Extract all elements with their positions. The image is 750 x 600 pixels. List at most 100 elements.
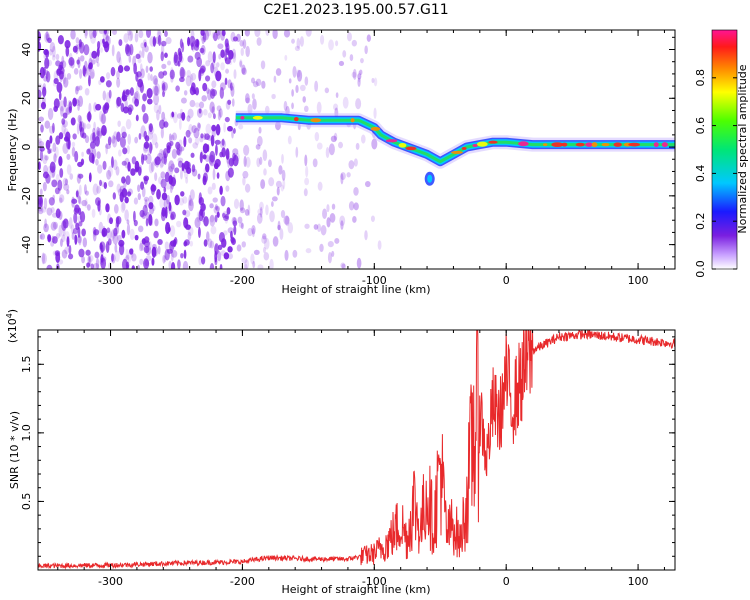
spectrogram-noise-blob (143, 141, 150, 149)
spectrogram-noise-blob (361, 134, 366, 144)
spectrogram-noise-blob (255, 78, 262, 87)
spectrogram-noise-blob (42, 86, 47, 97)
spectrogram-noise-blob (102, 90, 107, 101)
spectrogram-noise-blob (316, 142, 323, 150)
spectrogram-noise-blob (199, 151, 203, 164)
spectrogram-noise-blob (177, 160, 183, 168)
spectrogram-noise-blob (117, 65, 124, 73)
spectrogram-noise-blob (71, 198, 78, 204)
spectrogram-noise-blob (225, 100, 231, 110)
spectrogram-noise-blob (47, 108, 54, 120)
spectrogram-noise-blob (211, 89, 217, 97)
spectrogram-noise-blob (232, 127, 236, 134)
spectrogram-noise-blob (142, 113, 149, 124)
spectrogram-noise-blob (263, 252, 270, 261)
spectrogram-noise-blob (44, 155, 49, 161)
spectrogram-noise-blob (305, 165, 309, 178)
spectrogram-noise-blob (121, 258, 128, 269)
spectrogram-noise-blob (124, 209, 129, 222)
spectrogram-noise-blob (198, 197, 205, 206)
spectrogram-noise-blob (234, 152, 240, 162)
spectrogram-noise-blob (49, 161, 56, 173)
spectrogram-noise-blob (115, 221, 118, 230)
spectrogram-noise-blob (88, 172, 92, 183)
spectrogram-noise-blob (96, 127, 103, 140)
spectrogram-noise-blob (42, 154, 48, 165)
spectrogram-noise-blob (198, 256, 202, 266)
spectrogram-noise-blob (68, 57, 75, 66)
spectrogram-noise-blob (189, 73, 194, 84)
spectrogram-noise-blob (112, 232, 119, 245)
spectrogram-noise-blob (153, 103, 160, 114)
spectrogram-noise-blob (284, 54, 288, 61)
spectrogram-noise-blob (64, 218, 69, 224)
spectrogram-noise-blob (182, 196, 188, 204)
spectrogram-noise-blob (168, 204, 173, 215)
spectrogram-noise-blob (104, 102, 110, 111)
spectrogram-noise-blob (62, 112, 68, 119)
spectrogram-noise-blob (158, 104, 162, 115)
spectrogram-noise-blob (107, 165, 113, 177)
spectrogram-noise-blob (110, 253, 116, 264)
spectrogram-noise-blob (142, 154, 148, 161)
spectrogram-noise-blob (215, 123, 221, 136)
spectrogram-noise-blob (139, 82, 144, 94)
spectrogram-noise-blob (105, 72, 111, 80)
spectrogram-x-tick-label: -100 (362, 274, 387, 287)
spectrogram-noise-blob (148, 202, 154, 210)
spectrogram-noise-blob (76, 234, 82, 244)
spectrogram-noise-blob (116, 131, 121, 142)
spectrogram-noise-blob (148, 141, 153, 154)
spectrogram-noise-blob (89, 51, 93, 61)
spectrogram-noise-blob (326, 204, 330, 213)
colorbar-scale (711, 29, 738, 270)
spectrogram-noise-blob (40, 206, 47, 213)
spectrogram-noise-blob (95, 158, 99, 166)
spectrogram-noise-blob (83, 44, 90, 56)
spectrogram-noise-blob (92, 127, 96, 137)
spectrogram-noise-blob (202, 82, 208, 92)
spectrogram-noise-blob (92, 135, 96, 142)
spectrogram-noise-blob (262, 149, 268, 162)
spectrogram-noise-blob (241, 64, 246, 75)
spectrogram-noise-blob (55, 60, 61, 67)
spectrogram-noise-blob (57, 179, 63, 191)
spectrogram-noise-blob (135, 114, 139, 122)
spectrogram-noise-blob (141, 212, 146, 219)
snr-panel: -300 -200 -100 0 100 0.5 1.0 1.5 Height of str… (5, 309, 676, 596)
spectrogram-noise-blob (296, 69, 301, 78)
spectrogram-noise-blob (76, 59, 80, 65)
spectrogram-noise-blob (67, 139, 71, 150)
spectrogram-noise-blob (186, 115, 191, 122)
spectrogram-noise-blob (295, 146, 299, 158)
spectrogram-noise-blob (58, 132, 64, 140)
spectrogram-noise-blob (128, 30, 133, 42)
spectrogram-noise-blob (271, 196, 278, 202)
spectrogram-noise-blob (141, 46, 145, 59)
spectrogram-noise-blob (247, 204, 251, 217)
spectrogram-noise-blob (130, 168, 136, 176)
spectrogram-noise-blob (161, 156, 167, 164)
spectrogram-noise-blob (169, 184, 173, 194)
spectrogram-noise-blob (105, 142, 108, 155)
spectrogram-noise-blob (223, 252, 230, 260)
spectrogram-noise-blob (138, 133, 142, 140)
spectrogram-noise-blob (153, 230, 159, 239)
spectrogram-noise-blob (196, 39, 199, 47)
spectrogram-noise-blob (237, 216, 243, 224)
spectrogram-noise-blob (157, 238, 163, 245)
spectrogram-noise-blob (216, 211, 220, 218)
spectrogram-noise-blob (155, 159, 160, 168)
spectrogram-noise-blob (299, 84, 306, 92)
spectrogram-noise-blob (213, 31, 218, 42)
spectrogram-noise-blob (128, 55, 132, 63)
spectrogram-noise-blob (75, 37, 80, 44)
spectrogram-noise-blob (174, 238, 179, 246)
spectrogram-noise-blob (292, 249, 298, 258)
spectrogram-noise-blob (116, 183, 121, 193)
spectrogram-noise-blob (46, 207, 53, 216)
spectrogram-noise-blob (84, 30, 88, 39)
spectrogram-noise-blob (49, 135, 53, 144)
spectrogram-noise-blob (192, 40, 196, 51)
spectrogram-noise-blob (152, 85, 159, 95)
